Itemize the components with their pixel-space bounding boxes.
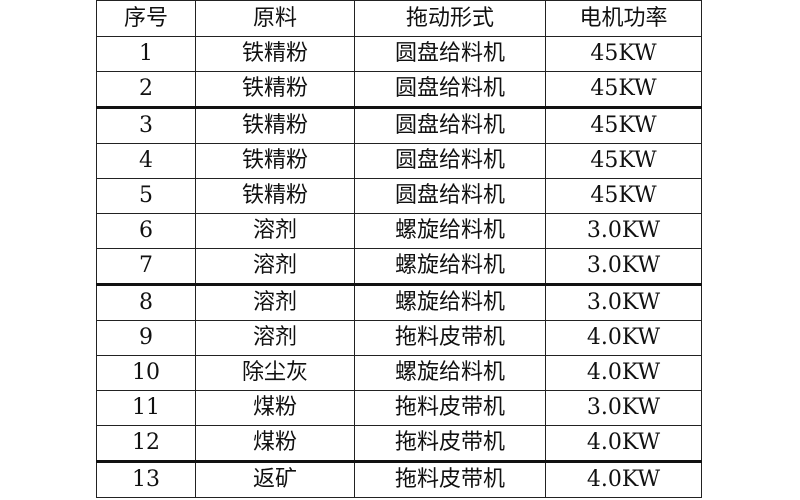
table-row: 10 除尘灰 螺旋给料机 4.0KW	[96, 355, 702, 391]
cell-drive-type: 圆盘给料机	[354, 178, 546, 214]
cell-motor-power: 3.0KW	[545, 390, 702, 426]
cell-motor-power: 45KW	[545, 71, 702, 109]
table-row: 11 煤粉 拖料皮带机 3.0KW	[96, 390, 702, 426]
cell-motor-power: 3.0KW	[545, 284, 702, 321]
cell-drive-type: 圆盘给料机	[354, 36, 546, 72]
cell-motor-power: 4.0KW	[545, 355, 702, 391]
cell-index: 11	[96, 390, 196, 426]
cell-index: 8	[96, 284, 196, 321]
cell-material: 溶剂	[195, 248, 355, 286]
cell-drive-type: 螺旋给料机	[354, 284, 546, 321]
cell-index: 3	[96, 107, 196, 144]
table-row: 4 铁精粉 圆盘给料机 45KW	[96, 143, 702, 179]
cell-motor-power: 45KW	[545, 178, 702, 214]
cell-drive-type: 圆盘给料机	[354, 107, 546, 144]
cell-motor-power: 45KW	[545, 36, 702, 72]
table-row: 8 溶剂 螺旋给料机 3.0KW	[96, 284, 702, 321]
cell-drive-type: 圆盘给料机	[354, 71, 546, 109]
cell-material: 铁精粉	[195, 178, 355, 214]
table-row: 1 铁精粉 圆盘给料机 45KW	[96, 36, 702, 72]
cell-index: 9	[96, 320, 196, 356]
cell-material: 煤粉	[195, 390, 355, 426]
cell-drive-type: 圆盘给料机	[354, 143, 546, 179]
cell-material: 除尘灰	[195, 355, 355, 391]
cell-motor-power: 3.0KW	[545, 248, 702, 286]
cell-index: 5	[96, 178, 196, 214]
cell-index: 2	[96, 71, 196, 109]
table-row: 3 铁精粉 圆盘给料机 45KW	[96, 107, 702, 144]
cell-index: 6	[96, 213, 196, 249]
cell-index: 10	[96, 355, 196, 391]
header-material: 原料	[195, 0, 355, 37]
cell-motor-power: 4.0KW	[545, 320, 702, 356]
cell-material: 煤粉	[195, 425, 355, 463]
cell-motor-power: 4.0KW	[545, 461, 702, 498]
cell-motor-power: 4.0KW	[545, 425, 702, 463]
cell-drive-type: 拖料皮带机	[354, 425, 546, 463]
cell-material: 返矿	[195, 461, 355, 498]
header-row: 序号 原料 拖动形式 电机功率	[96, 0, 702, 37]
cell-material: 铁精粉	[195, 71, 355, 109]
cell-material: 铁精粉	[195, 36, 355, 72]
cell-material: 溶剂	[195, 320, 355, 356]
cell-material: 溶剂	[195, 213, 355, 249]
cell-motor-power: 3.0KW	[545, 213, 702, 249]
cell-drive-type: 拖料皮带机	[354, 461, 546, 498]
cell-motor-power: 45KW	[545, 143, 702, 179]
cell-material: 铁精粉	[195, 107, 355, 144]
table-row: 12 煤粉 拖料皮带机 4.0KW	[96, 425, 702, 463]
table-row: 7 溶剂 螺旋给料机 3.0KW	[96, 248, 702, 286]
motor-power-table: 序号 原料 拖动形式 电机功率 1 铁精粉 圆盘给料机 45KW 2 铁精粉 圆盘给料机 45…	[96, 0, 702, 498]
cell-index: 12	[96, 425, 196, 463]
cell-drive-type: 螺旋给料机	[354, 355, 546, 391]
cell-drive-type: 螺旋给料机	[354, 248, 546, 286]
table-row: 2 铁精粉 圆盘给料机 45KW	[96, 71, 702, 109]
cell-drive-type: 螺旋给料机	[354, 213, 546, 249]
cell-index: 7	[96, 248, 196, 286]
cell-motor-power: 45KW	[545, 107, 702, 144]
cell-drive-type: 拖料皮带机	[354, 390, 546, 426]
table-row: 5 铁精粉 圆盘给料机 45KW	[96, 178, 702, 214]
cell-material: 铁精粉	[195, 143, 355, 179]
header-motor-power: 电机功率	[545, 0, 702, 37]
cell-material: 溶剂	[195, 284, 355, 321]
table-row: 9 溶剂 拖料皮带机 4.0KW	[96, 320, 702, 356]
header-index: 序号	[96, 0, 196, 37]
table-row: 13 返矿 拖料皮带机 4.0KW	[96, 461, 702, 498]
cell-index: 4	[96, 143, 196, 179]
header-drive-type: 拖动形式	[354, 0, 546, 37]
cell-drive-type: 拖料皮带机	[354, 320, 546, 356]
cell-index: 13	[96, 461, 196, 498]
table-row: 6 溶剂 螺旋给料机 3.0KW	[96, 213, 702, 249]
cell-index: 1	[96, 36, 196, 72]
